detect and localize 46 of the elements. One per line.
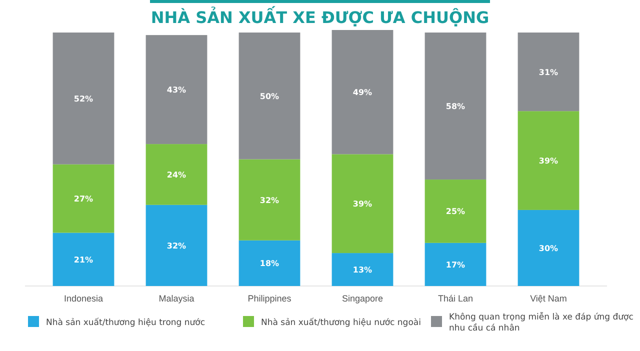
- bar: [238, 240, 300, 286]
- bar: [518, 111, 580, 210]
- data-label: 43%: [166, 86, 186, 95]
- bar: [238, 159, 300, 240]
- data-label: 21%: [74, 255, 94, 264]
- x-tick-label: Philippines: [248, 293, 292, 304]
- data-label: 30%: [538, 244, 558, 253]
- data-label: 27%: [74, 194, 94, 204]
- x-tick-label: Việt Nam: [530, 293, 567, 304]
- data-label: 58%: [446, 102, 466, 112]
- legend-label: Nhà sản xuất/thương hiệu trong nước: [46, 317, 206, 328]
- data-label: 31%: [538, 68, 558, 77]
- legend-label: Nhà sản xuất/thương hiệu nước ngoài: [261, 317, 421, 328]
- data-label: 24%: [166, 170, 186, 180]
- data-label: 25%: [446, 207, 466, 216]
- data-label: 39%: [352, 200, 372, 209]
- data-label: 13%: [352, 266, 372, 275]
- bar: [424, 32, 486, 180]
- bar: [518, 210, 580, 286]
- legend-label: Không quan trọng miễn là xe đáp ứng được nhu cầu cá nhân: [449, 312, 634, 334]
- chart-title: NHÀ SẢN XUẤT XE ĐƯỢC ƯA CHUỘNG: [150, 6, 490, 27]
- bar: [332, 253, 394, 286]
- bar: [424, 180, 486, 243]
- data-label: 32%: [260, 196, 280, 205]
- data-label: 32%: [166, 241, 186, 250]
- x-tick-label: Thái Lan: [438, 293, 474, 304]
- data-label: 52%: [74, 94, 94, 104]
- data-label: 50%: [260, 92, 280, 101]
- bar: [146, 35, 208, 144]
- bar: [332, 30, 394, 154]
- bar: [518, 32, 580, 112]
- data-label: 49%: [352, 88, 372, 98]
- x-tick-label: Malaysia: [158, 293, 194, 304]
- bar: [424, 242, 486, 286]
- bar: [52, 164, 114, 233]
- bar: [238, 32, 300, 160]
- x-tick-label: Singapore: [342, 293, 384, 304]
- bar: [146, 204, 208, 286]
- bar: [332, 154, 394, 254]
- data-label: 17%: [446, 260, 466, 270]
- data-label: 39%: [538, 156, 558, 166]
- bar: [52, 32, 114, 164]
- x-tick-label: Indonesia: [64, 293, 104, 304]
- bar: [52, 232, 114, 286]
- data-label: 18%: [260, 259, 280, 268]
- bar: [146, 144, 208, 205]
